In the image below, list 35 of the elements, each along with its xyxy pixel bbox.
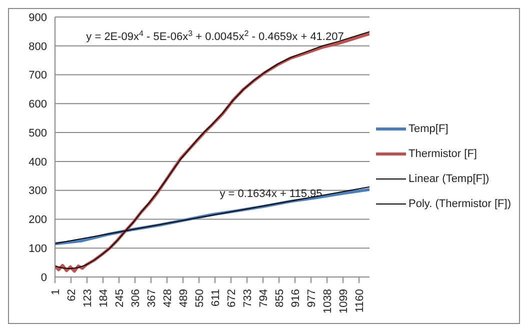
legend-label: Temp[F] <box>408 122 448 134</box>
x-tick-label: 550 <box>194 289 206 308</box>
y-tick-label: 100 <box>28 243 47 256</box>
x-tick-label: 184 <box>98 289 110 308</box>
x-tick-label: 489 <box>178 289 190 308</box>
annotation: y = 2E-09x$^{4}$ - 5E-06x$^{3}$ + 0.0045x$^{2}$ - 0.4659x + 41.207 <box>86 28 344 43</box>
legend-label: Poly. (Thermistor [F]) <box>408 198 511 210</box>
x-tick-label: 62 <box>66 289 78 302</box>
x-tick-label: 916 <box>290 289 302 308</box>
legend-label: Linear (Temp[F]) <box>408 172 490 184</box>
y-tick-label: 400 <box>28 156 47 168</box>
y-tick-label: 300 <box>28 185 47 198</box>
y-tick-label: 200 <box>28 214 47 226</box>
x-tick-label: 245 <box>114 289 126 308</box>
x-tick-label: 1 <box>50 289 62 296</box>
x-tick-label: 977 <box>306 289 318 308</box>
x-tick-label: 1099 <box>338 289 350 314</box>
x-tick-label: 367 <box>146 289 158 308</box>
y-tick-label: 700 <box>28 70 47 82</box>
y-tick-label: 900 <box>28 12 47 24</box>
x-tick-label: 428 <box>162 289 174 308</box>
x-tick-label: 672 <box>226 289 238 308</box>
x-tick-label: 855 <box>274 289 286 308</box>
y-tick-label: 500 <box>28 127 47 140</box>
x-tick-label: 794 <box>258 289 270 308</box>
x-tick-label: 611 <box>210 289 222 307</box>
x-tick-label: 1160 <box>354 289 366 313</box>
legend-label: Thermistor [F] <box>408 148 477 160</box>
y-tick-label: 0 <box>40 272 47 284</box>
y-tick-label: 800 <box>28 40 47 53</box>
x-tick-label: 1038 <box>322 289 334 314</box>
y-tick-label: 600 <box>28 98 47 111</box>
x-tick-label: 733 <box>242 289 254 308</box>
x-tick-label: 306 <box>130 289 142 308</box>
x-tick-label: 123 <box>82 289 94 308</box>
